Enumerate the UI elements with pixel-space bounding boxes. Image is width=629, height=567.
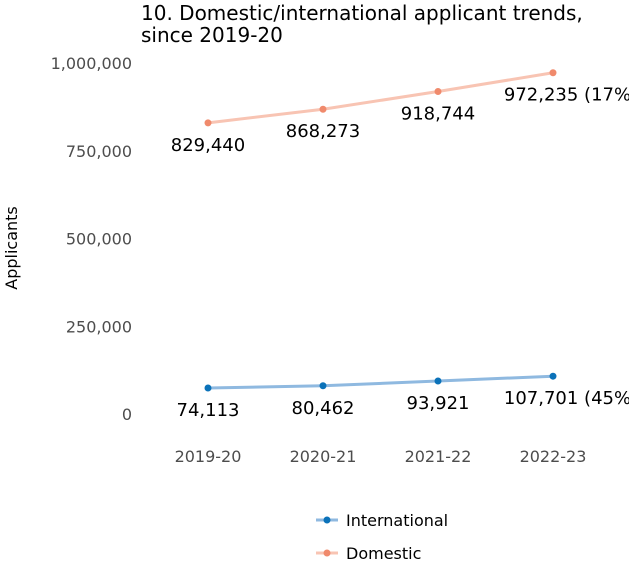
data-point xyxy=(434,88,442,96)
data-label: 80,462 xyxy=(292,398,355,419)
legend-item-domestic: Domestic xyxy=(316,544,421,563)
y-tick-label: 0 xyxy=(122,405,132,424)
legend-marker xyxy=(323,516,331,524)
data-point xyxy=(319,105,327,113)
x-tick-label: 2020-21 xyxy=(290,447,357,466)
series-line xyxy=(206,71,555,125)
data-point xyxy=(204,119,212,127)
y-axis-label: Applicants xyxy=(2,206,21,290)
series-international: 74,113 80,462 93,921 107,701 (45%) xyxy=(177,372,629,421)
legend-marker xyxy=(323,549,331,557)
y-tick-label: 500,000 xyxy=(66,230,132,249)
legend: International Domestic xyxy=(316,511,448,563)
x-tick-label: 2019-20 xyxy=(175,447,242,466)
data-point xyxy=(204,384,212,392)
data-label: 93,921 xyxy=(407,393,470,414)
y-tick-label: 250,000 xyxy=(66,317,132,336)
data-label: 972,235 (17%) xyxy=(504,85,629,106)
plot-area: 74,113 80,462 93,921 107,701 (45%) 829,440 86… xyxy=(171,69,629,421)
chart-title: 10. Domestic/international applicant tre… xyxy=(141,1,583,47)
series-line xyxy=(206,374,555,390)
data-point xyxy=(319,382,327,390)
data-label: 868,273 xyxy=(286,121,360,142)
series-domestic: 829,440 868,273 918,744 972,235 (17%) xyxy=(171,69,629,156)
legend-label: International xyxy=(346,511,448,530)
data-label: 829,440 xyxy=(171,135,245,156)
x-axis: 2019-20 2020-21 2021-22 2022-23 xyxy=(175,447,587,466)
y-axis: 0 250,000 500,000 750,000 1,000,000 xyxy=(51,54,132,424)
x-tick-label: 2022-23 xyxy=(520,447,587,466)
data-point xyxy=(549,372,557,380)
data-point xyxy=(549,69,557,77)
y-tick-label: 750,000 xyxy=(66,142,132,161)
y-tick-label: 1,000,000 xyxy=(51,54,132,73)
x-tick-label: 2021-22 xyxy=(405,447,472,466)
data-label: 107,701 (45%) xyxy=(504,388,629,409)
legend-item-international: International xyxy=(316,511,448,530)
data-label: 74,113 xyxy=(177,400,240,421)
data-label: 918,744 xyxy=(401,104,475,125)
legend-label: Domestic xyxy=(346,544,421,563)
data-point xyxy=(434,377,442,385)
